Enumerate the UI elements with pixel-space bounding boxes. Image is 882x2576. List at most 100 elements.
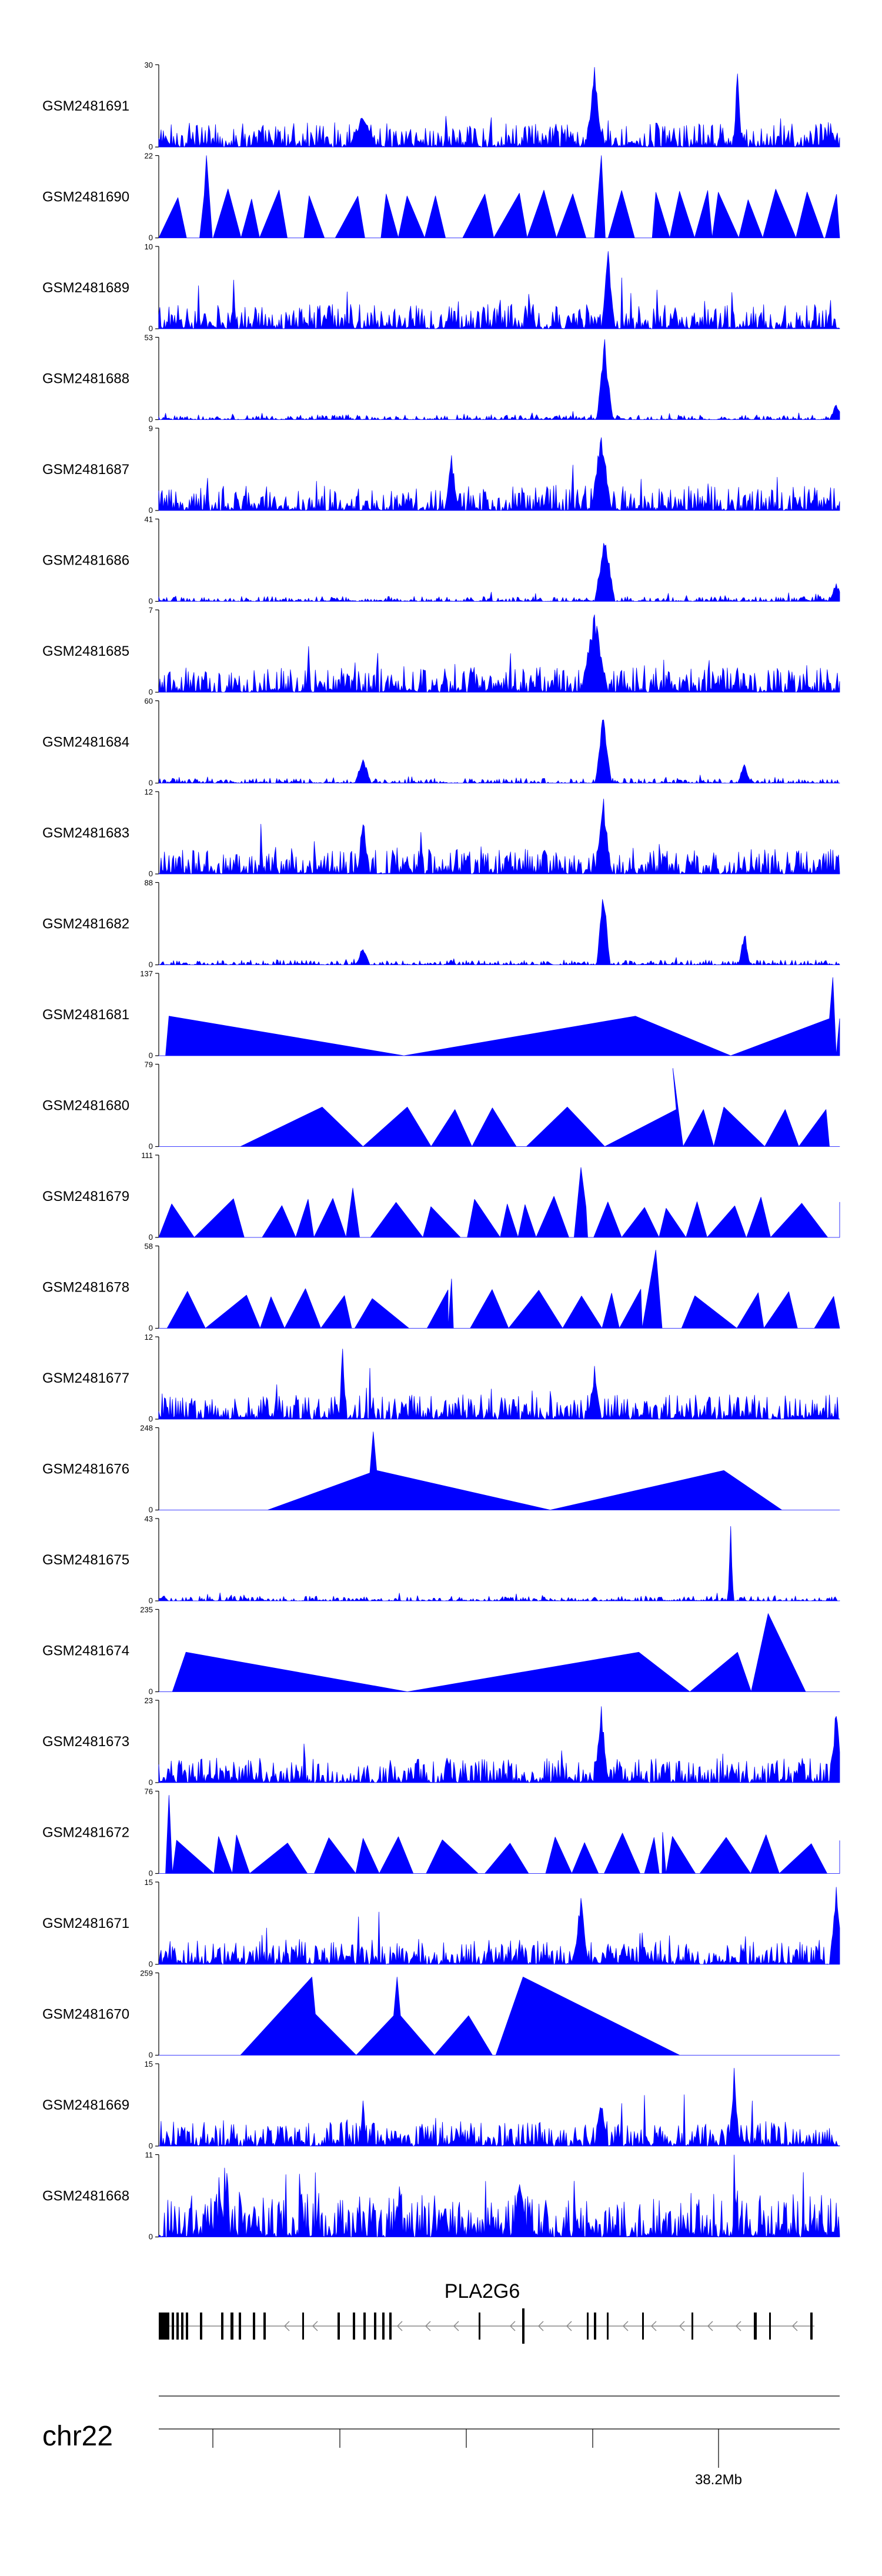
strand-chevron (707, 2321, 713, 2331)
gene-exon (374, 2313, 376, 2340)
y-tick-label-min: 0 (149, 324, 153, 333)
y-tick-label-max: 79 (145, 1060, 153, 1069)
track-GSM2481674: GSM2481674 235 0 (42, 1606, 840, 1696)
y-tick-label-max: 259 (140, 1969, 153, 1978)
y-tick-label-min: 0 (149, 1778, 153, 1787)
gene-name: PLA2G6 (445, 2280, 520, 2303)
track-GSM2481675: GSM2481675 43 0 (42, 1514, 840, 1605)
y-tick-label-max: 43 (145, 1514, 153, 1523)
gene-exon (338, 2313, 340, 2340)
y-tick-label-min: 0 (149, 688, 153, 696)
track-GSM2481687: GSM2481687 9 0 (42, 424, 840, 515)
gene-exon (382, 2313, 385, 2340)
signal-area (158, 437, 840, 511)
track-GSM2481679: GSM2481679 111 0 (42, 1151, 840, 1242)
y-tick-label-max: 12 (145, 788, 153, 796)
gene-exon (263, 2313, 266, 2340)
track-label: GSM2481675 (42, 1552, 129, 1568)
signal-area (158, 899, 840, 965)
signal-area (158, 1613, 840, 1692)
signal-area (158, 1349, 840, 1420)
signal-area (158, 799, 840, 875)
gene-exon (810, 2313, 813, 2340)
y-tick-label-max: 248 (140, 1424, 153, 1433)
gene-exon (691, 2313, 693, 2340)
strand-chevron (453, 2321, 459, 2331)
track-GSM2481672: GSM2481672 76 0 (42, 1787, 840, 1878)
y-tick-label-max: 58 (145, 1242, 153, 1251)
track-label: GSM2481680 (42, 1098, 129, 1114)
gene-exon (353, 2313, 355, 2340)
signal-area (158, 1432, 840, 1510)
gene-exon (479, 2313, 480, 2340)
y-tick-label-min: 0 (149, 1233, 153, 1242)
chromosome-axis-track: chr22 38.2Mb (42, 2395, 840, 2488)
signal-area (158, 1250, 840, 1329)
genome-axis-ticks (212, 2429, 719, 2468)
signal-area (158, 155, 840, 238)
track-GSM2481685: GSM2481685 7 0 (42, 606, 840, 696)
strand-chevron (679, 2321, 685, 2331)
gene-exon (522, 2308, 524, 2344)
y-tick-label-min: 0 (149, 1960, 153, 1968)
y-tick-label-min: 0 (149, 506, 153, 515)
track-GSM2481688: GSM2481688 53 0 (42, 333, 840, 424)
signal-area (158, 1795, 840, 1874)
y-tick-label-min: 0 (149, 142, 153, 151)
track-label: GSM2481691 (42, 98, 129, 114)
gene-exon (200, 2313, 202, 2340)
gene-exon (302, 2313, 304, 2340)
track-label: GSM2481674 (42, 1643, 129, 1659)
track-GSM2481676: GSM2481676 248 0 (42, 1424, 840, 1514)
track-GSM2481686: GSM2481686 41 0 (42, 515, 840, 606)
track-GSM2481680: GSM2481680 79 0 (42, 1060, 840, 1151)
y-tick-label-min: 0 (149, 960, 153, 969)
y-tick-label-min: 0 (149, 1596, 153, 1605)
gene-exon (176, 2313, 179, 2340)
gene-exon (594, 2313, 596, 2340)
signal-area (158, 1706, 840, 1783)
signal-area (158, 251, 840, 329)
y-tick-label-max: 23 (145, 1696, 153, 1705)
strand-chevron (622, 2321, 629, 2331)
y-tick-label-min: 0 (149, 1142, 153, 1151)
track-label: GSM2481669 (42, 2097, 129, 2113)
track-label: GSM2481677 (42, 1370, 129, 1386)
strand-chevron (735, 2321, 741, 2331)
signal-area (158, 1887, 840, 1965)
y-tick-label-max: 76 (145, 1787, 153, 1796)
signal-tracks: GSM2481691300GSM2481690220GSM2481689100G… (42, 61, 840, 2241)
track-label: GSM2481683 (42, 825, 129, 841)
y-tick-label-max: 30 (145, 61, 153, 69)
signal-area (158, 977, 840, 1056)
track-label: GSM2481684 (42, 735, 129, 750)
y-tick-label-max: 15 (145, 1878, 153, 1887)
signal-area (158, 2154, 840, 2237)
y-tick-label-max: 111 (141, 1151, 153, 1160)
signal-area (158, 67, 840, 148)
track-label: GSM2481678 (42, 1280, 129, 1296)
signal-area (158, 543, 840, 602)
y-tick-label-min: 0 (149, 2141, 153, 2150)
gene-annotation-track: PLA2G6 (159, 2280, 814, 2344)
track-label: GSM2481670 (42, 2007, 129, 2023)
strand-chevron (537, 2321, 544, 2331)
gene-exon (166, 2313, 169, 2340)
gene-exon (587, 2313, 589, 2340)
y-tick-label-min: 0 (149, 1051, 153, 1060)
gene-exon (769, 2313, 771, 2340)
strand-chevron (312, 2321, 318, 2331)
track-GSM2481682: GSM2481682 88 0 (42, 879, 840, 969)
track-label: GSM2481681 (42, 1007, 129, 1023)
y-tick-label-min: 0 (149, 869, 153, 878)
y-tick-label-min: 0 (149, 1414, 153, 1423)
y-tick-label-min: 0 (149, 1506, 153, 1514)
signal-area (158, 2068, 840, 2147)
track-GSM2481670: GSM2481670 259 0 (42, 1969, 840, 2060)
y-tick-label-min: 0 (149, 233, 153, 242)
y-tick-label-max: 7 (149, 606, 153, 615)
track-label: GSM2481676 (42, 1461, 129, 1477)
track-GSM2481671: GSM2481671 15 0 (42, 1878, 840, 1968)
track-label: GSM2481679 (42, 1189, 129, 1204)
gene-exon (389, 2313, 392, 2340)
